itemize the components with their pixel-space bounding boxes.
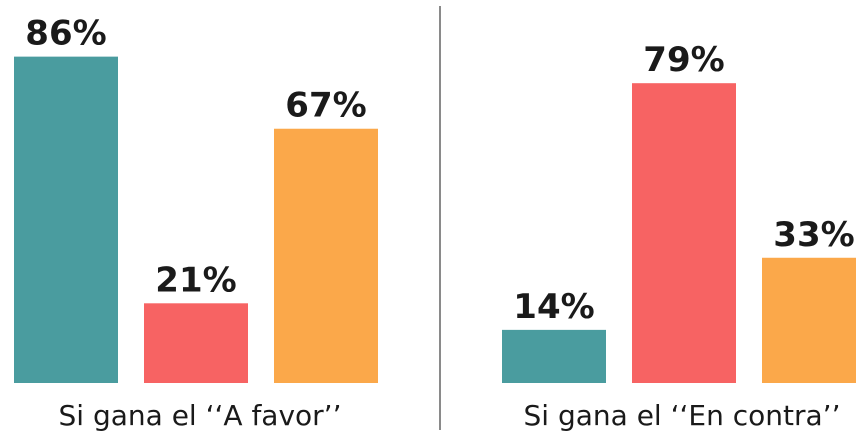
left-panel-caption: Si gana el ‘‘A favor’’ — [59, 399, 342, 432]
left-bar-2 — [144, 303, 248, 383]
left-bar-1 — [14, 56, 118, 383]
right-bar-2-label: 79% — [643, 40, 724, 80]
right-bar-2 — [632, 83, 736, 383]
right-panel-caption: Si gana el ‘‘En contra’’ — [524, 399, 841, 432]
right-bar-1-label: 14% — [513, 287, 594, 327]
left-bar-3 — [274, 128, 378, 383]
right-bar-3-label: 33% — [773, 215, 854, 255]
right-bar-3 — [762, 257, 856, 383]
left-bar-1-label: 86% — [25, 14, 106, 54]
right-bar-1 — [502, 329, 606, 383]
left-bar-3-label: 67% — [285, 86, 366, 126]
left-bar-2-label: 21% — [155, 260, 236, 300]
